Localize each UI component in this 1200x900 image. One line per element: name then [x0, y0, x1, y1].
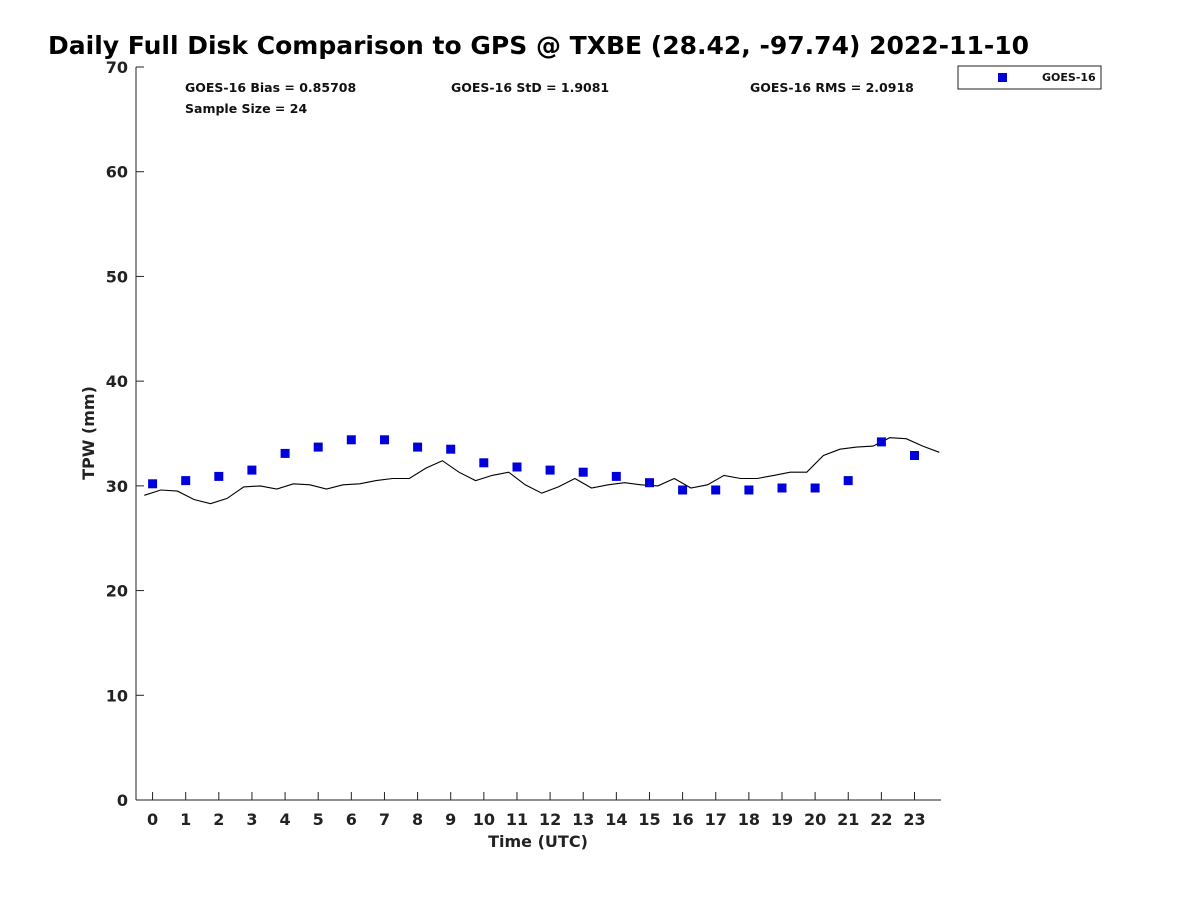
goes16-point	[876, 437, 886, 447]
y-tick-label: 30	[106, 477, 128, 496]
goes16-point	[711, 485, 721, 495]
x-tick-label: 1	[180, 810, 191, 829]
goes16-point	[545, 465, 555, 475]
x-axis-ticks: 0 1 2 3 4 5 6 7 8 9 10 11 12 13 14 15 16 17 18 19 20 21 22 23	[147, 792, 926, 829]
x-tick-label: 23	[903, 810, 925, 829]
series-layer	[144, 435, 940, 505]
y-tick-label: 20	[106, 582, 128, 601]
x-tick-label: 12	[539, 810, 561, 829]
legend: GOES-16	[957, 65, 1102, 90]
x-tick-label: 17	[705, 810, 727, 829]
x-tick-label: 9	[445, 810, 456, 829]
goes16-point	[910, 451, 919, 460]
goes16-point	[777, 483, 787, 493]
bias-stat: GOES-16 Bias = 0.85708	[185, 80, 356, 95]
x-tick-label: 2	[213, 810, 224, 829]
x-tick-label: 15	[638, 810, 660, 829]
x-axis-label: Time (UTC)	[488, 832, 588, 851]
gps-reference-line	[144, 437, 940, 505]
x-tick-label: 16	[671, 810, 693, 829]
y-axis-label: TPW (mm)	[79, 386, 98, 480]
goes16-point	[678, 485, 688, 495]
goes16-point	[346, 435, 356, 445]
goes16-point	[380, 435, 389, 445]
chart-title: Daily Full Disk Comparison to GPS @ TXBE…	[48, 31, 1029, 60]
x-tick-label: 18	[738, 810, 760, 829]
y-tick-label: 40	[106, 372, 128, 391]
legend-marker-square	[998, 73, 1007, 82]
goes16-point	[313, 442, 323, 452]
legend-box	[957, 65, 1102, 90]
goes16-point	[843, 476, 853, 486]
goes16-point	[645, 478, 654, 488]
sample-size-stat: Sample Size = 24	[185, 101, 307, 116]
goes16-point	[810, 483, 820, 493]
goes16-point	[148, 479, 158, 489]
goes16-point	[214, 471, 224, 481]
x-tick-label: 13	[572, 810, 594, 829]
y-tick-label: 60	[106, 163, 128, 182]
x-tick-label: 4	[280, 810, 291, 829]
y-tick-label: 70	[106, 58, 128, 77]
goes16-point	[247, 465, 257, 475]
x-tick-label: 3	[246, 810, 257, 829]
x-tick-label: 14	[605, 810, 627, 829]
goes16-point	[446, 444, 456, 454]
goes16-point	[181, 476, 191, 486]
x-tick-label: 10	[473, 810, 495, 829]
goes16-point	[578, 467, 588, 477]
x-tick-label: 0	[147, 810, 158, 829]
legend-label: GOES-16	[1042, 71, 1096, 84]
y-tick-label: 0	[117, 791, 128, 810]
goes16-point	[479, 458, 489, 468]
std-stat: GOES-16 StD = 1.9081	[451, 80, 609, 95]
x-tick-label: 11	[506, 810, 528, 829]
goes16-point	[280, 448, 290, 458]
x-tick-label: 7	[379, 810, 390, 829]
x-tick-label: 20	[804, 810, 826, 829]
x-tick-label: 5	[313, 810, 324, 829]
y-tick-label: 50	[106, 267, 128, 286]
y-tick-label: 10	[106, 686, 128, 705]
x-tick-label: 19	[771, 810, 793, 829]
x-tick-label: 22	[870, 810, 892, 829]
goes16-point	[413, 442, 423, 452]
x-tick-label: 21	[837, 810, 859, 829]
goes16-point	[512, 462, 522, 472]
x-tick-label: 8	[412, 810, 423, 829]
rms-stat: GOES-16 RMS = 2.0918	[750, 80, 914, 95]
x-tick-label: 6	[346, 810, 357, 829]
goes16-point	[611, 471, 621, 481]
y-axis-ticks: 0 10 20 30 40 50 60 70	[106, 58, 144, 810]
goes16-point	[744, 485, 754, 495]
